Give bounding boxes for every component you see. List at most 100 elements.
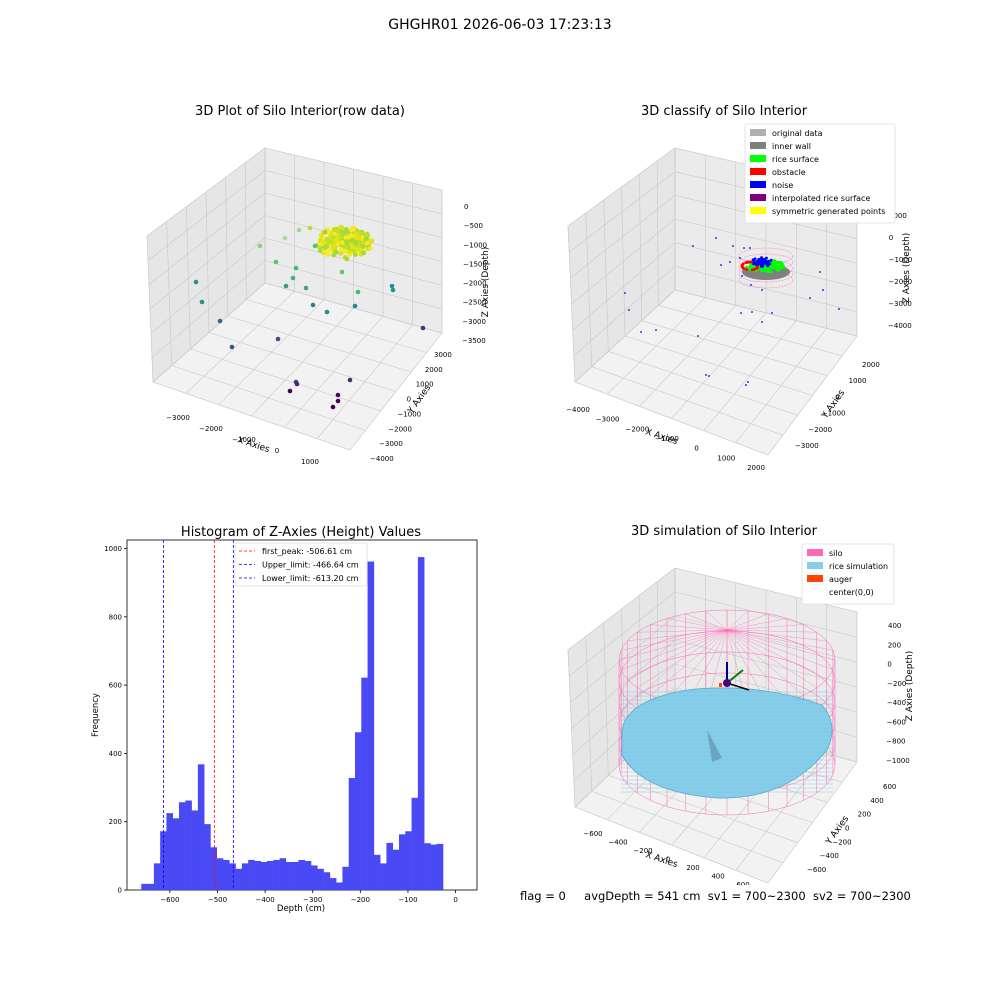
classify-z-tick: 1000 bbox=[889, 212, 907, 220]
classify-noise-point bbox=[764, 256, 768, 260]
histogram-bar bbox=[185, 800, 192, 890]
simulation-legend-swatch bbox=[807, 575, 823, 582]
simulation-legend-box bbox=[801, 543, 895, 605]
raw-point-cloud bbox=[193, 224, 426, 410]
classify-y-tick: 1000 bbox=[849, 377, 867, 385]
classify-noise-point bbox=[708, 375, 710, 377]
histogram-bar bbox=[317, 868, 324, 890]
simulation-x-tick: −200 bbox=[633, 847, 652, 855]
raw-point bbox=[343, 248, 348, 254]
center-marker bbox=[723, 679, 731, 687]
silo-roof-wire bbox=[726, 629, 817, 688]
raw-point bbox=[343, 244, 348, 249]
classify-legend-label: original data bbox=[772, 129, 823, 138]
classify-legend-swatch bbox=[750, 142, 766, 149]
classify-x-tick: −4000 bbox=[566, 406, 590, 414]
raw-point bbox=[322, 245, 328, 251]
raw-z-tick: −3500 bbox=[462, 337, 486, 345]
raw-point bbox=[275, 336, 281, 342]
classify-noise-point bbox=[732, 245, 734, 247]
classify-noise-point bbox=[809, 297, 811, 299]
raw-point bbox=[364, 240, 370, 246]
raw-point bbox=[287, 388, 293, 394]
classify-noise-point bbox=[715, 237, 717, 239]
silo-roof-wire bbox=[666, 629, 728, 702]
raw-z-tick: 0 bbox=[464, 203, 468, 211]
classify-noise-point bbox=[729, 261, 731, 263]
status-avg-depth: avgDepth = 541 cm bbox=[584, 889, 701, 903]
histogram-x-tick: 0 bbox=[453, 896, 457, 904]
histogram-bar bbox=[323, 872, 331, 890]
simulation-legend: silo rice simulation auger center(0,0) bbox=[801, 543, 895, 605]
classify-noise-point bbox=[705, 374, 707, 376]
grid-line bbox=[674, 591, 858, 638]
raw-point bbox=[331, 252, 337, 258]
raw-point bbox=[335, 392, 341, 398]
classify-noise-point bbox=[751, 311, 753, 313]
simulation-z-tick: −1000 bbox=[886, 757, 910, 765]
histogram-bar bbox=[147, 883, 155, 890]
grid-line bbox=[767, 761, 858, 884]
raw-point bbox=[282, 235, 288, 241]
classify-noise-point bbox=[759, 264, 763, 268]
raw-point bbox=[325, 252, 330, 257]
raw-point bbox=[283, 283, 289, 289]
grid-line bbox=[767, 335, 858, 456]
simulation-y-tick: −600 bbox=[807, 866, 826, 874]
raw-point bbox=[326, 229, 332, 234]
classify-rice-point bbox=[760, 269, 764, 273]
classify-noise-point bbox=[760, 257, 764, 261]
classify-y-tick: 0 bbox=[835, 393, 839, 401]
silo-roof-wire bbox=[726, 629, 804, 696]
histogram-bar bbox=[241, 863, 249, 890]
histogram-bar bbox=[355, 732, 362, 890]
histogram-bars bbox=[141, 557, 444, 890]
silo-roof-wire bbox=[726, 629, 833, 670]
raw-point bbox=[345, 234, 351, 240]
histogram-y-tick: 1000 bbox=[104, 545, 122, 553]
histogram-bar bbox=[430, 844, 438, 890]
classify-noise-point bbox=[768, 262, 772, 266]
status-sv1: sv1 = 700~2300 bbox=[707, 889, 806, 903]
classify-noise-point bbox=[771, 312, 773, 314]
histogram-bar bbox=[172, 818, 180, 890]
classify-rice-point bbox=[766, 269, 770, 274]
raw-x-tick: −1000 bbox=[232, 436, 256, 444]
simulation-silo-model bbox=[618, 609, 836, 816]
simulation-legend-label: silo bbox=[829, 549, 843, 558]
classify-noise-point bbox=[745, 384, 747, 386]
raw-point bbox=[344, 239, 349, 245]
simulation-x-tick: 400 bbox=[711, 873, 724, 881]
classify-noise-point bbox=[743, 247, 745, 249]
classify-point-cloud bbox=[624, 237, 840, 386]
silo-roof-wire bbox=[621, 629, 728, 651]
silo-roof-wire bbox=[726, 629, 827, 642]
classify-legend-label: obstacle bbox=[772, 168, 806, 177]
grid-line bbox=[674, 567, 858, 613]
raw-point bbox=[322, 240, 327, 246]
classify-noise-point bbox=[769, 258, 773, 262]
histogram-bar bbox=[405, 831, 412, 890]
raw-plot-title: 3D Plot of Silo Interior(row data) bbox=[195, 104, 405, 119]
raw-point bbox=[360, 243, 366, 249]
histogram-bar bbox=[153, 863, 161, 890]
raw-point bbox=[356, 235, 362, 241]
histogram-y-tick: 200 bbox=[109, 818, 122, 826]
classify-noise-point bbox=[761, 321, 763, 323]
histogram-bar bbox=[361, 677, 368, 890]
classify-noise-point bbox=[628, 309, 630, 311]
histogram-legend: first_peak: -506.61 cm Upper_limit: -466.… bbox=[234, 542, 368, 587]
classify-noise-point bbox=[762, 260, 766, 264]
histogram-bar bbox=[399, 834, 406, 890]
histogram-bar bbox=[298, 859, 306, 890]
histogram-bar bbox=[380, 863, 387, 890]
histogram-chart: Histogram of Z-Axies (Height) Values −60… bbox=[91, 525, 478, 914]
raw-point bbox=[217, 318, 223, 324]
classify-x-tick: 2000 bbox=[747, 464, 765, 472]
simulation-x-tick: 0 bbox=[666, 856, 670, 864]
classify-noise-point bbox=[761, 289, 763, 291]
simulation-x-tick: 200 bbox=[686, 864, 699, 872]
raw-point bbox=[350, 244, 356, 250]
simulation-z-tick: 0 bbox=[887, 661, 891, 669]
histogram-bar bbox=[248, 859, 255, 890]
